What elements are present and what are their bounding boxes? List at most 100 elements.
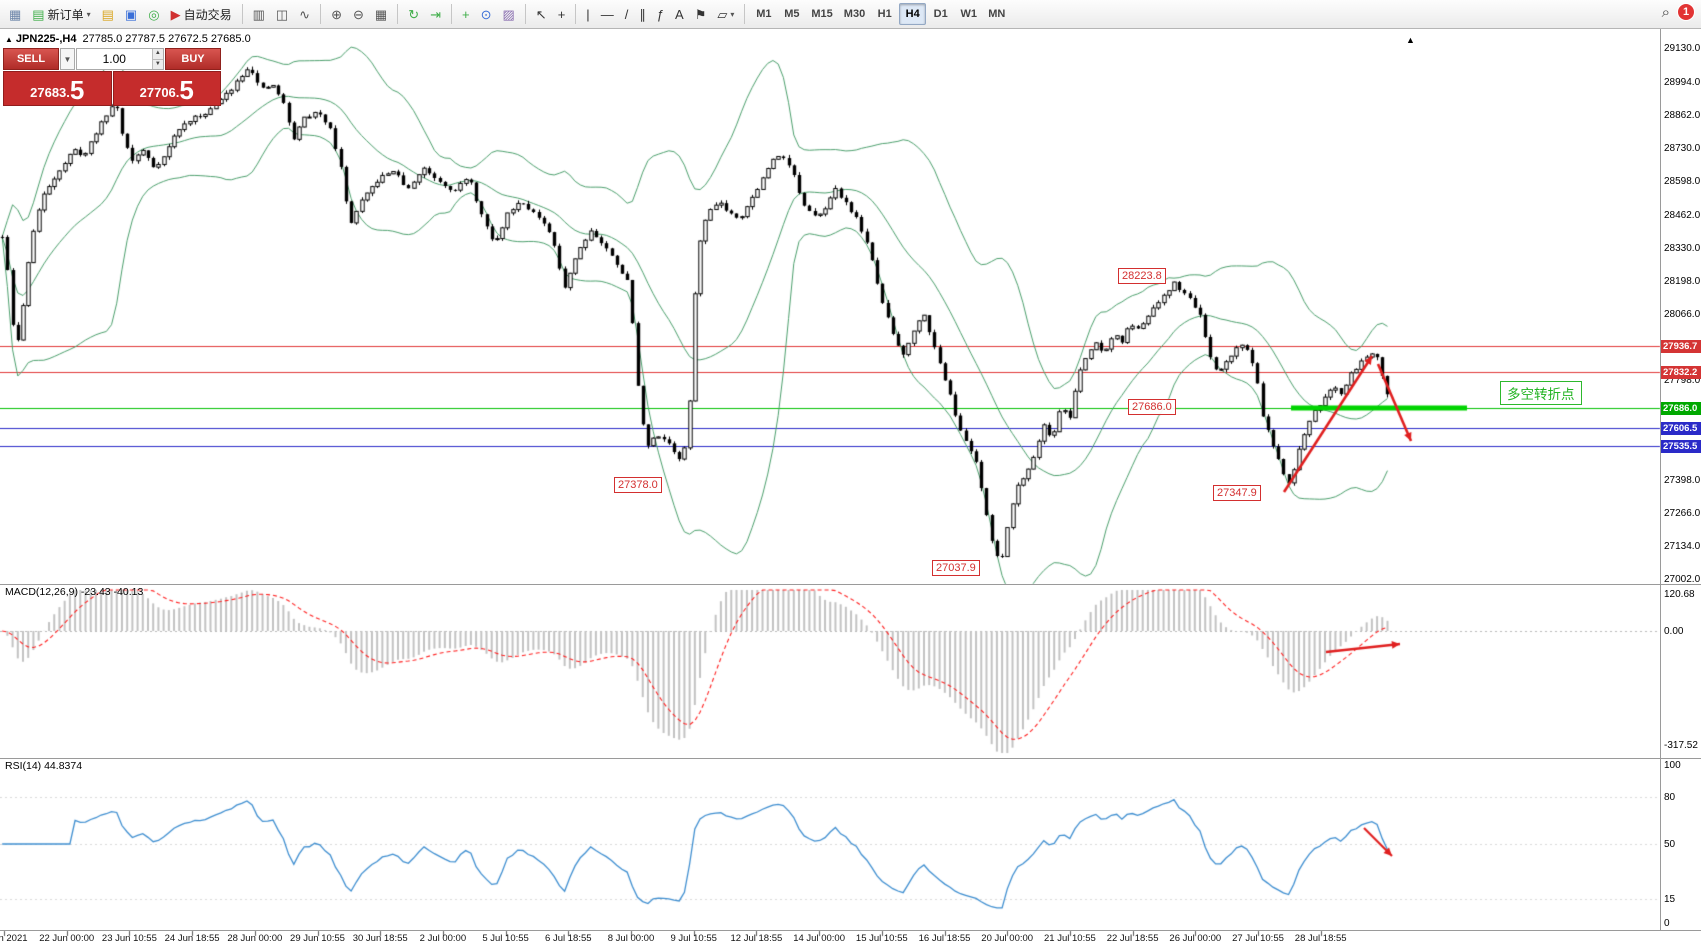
time-axis-label: 26 Jul 00:00: [1169, 933, 1222, 944]
chart-window-button[interactable]: ▦: [4, 2, 26, 26]
time-axis-divider: [0, 930, 1701, 931]
timeframe-w1[interactable]: W1: [955, 3, 982, 25]
time-axis-label: 30 Jun 18:55: [352, 933, 408, 944]
candlestick-chart-icon: ◫: [275, 6, 289, 22]
price-scale-label: 27266.0: [1664, 508, 1701, 519]
bar-chart-icon: ▥: [252, 6, 265, 22]
time-axis-label: 21 Jul 10:55: [1044, 933, 1096, 944]
candlestick-chart-button[interactable]: ◫: [271, 2, 293, 26]
time-axis-label: 2 Jul 00:00: [419, 933, 467, 944]
buy-button[interactable]: BUY: [165, 48, 221, 70]
fibonacci-button[interactable]: ƒ: [652, 2, 669, 26]
timeframe-mn[interactable]: MN: [983, 3, 1010, 25]
price-scale-label: 27134.0: [1664, 541, 1701, 552]
volume-stepper: ▲ ▼: [151, 49, 163, 69]
profiles-button[interactable]: ▤: [97, 2, 119, 26]
search-button[interactable]: ⌕: [1662, 4, 1670, 21]
shapes-icon: ▱: [717, 6, 728, 22]
tile-windows-button[interactable]: ▦: [370, 2, 392, 26]
market-watch-button[interactable]: ▣: [120, 2, 142, 26]
toolbar-separator: [241, 4, 243, 24]
chart-shift-marker[interactable]: ▲: [1406, 35, 1415, 45]
timeframe-h1[interactable]: H1: [871, 3, 898, 25]
sell-button[interactable]: SELL: [3, 48, 59, 70]
equidistant-channel-button[interactable]: ∥: [634, 2, 651, 26]
market-watch-icon: ▣: [124, 6, 138, 22]
time-axis-label: 28 Jul 18:55: [1294, 933, 1347, 944]
search-icon: ⌕: [1661, 3, 1670, 21]
line-chart-button[interactable]: ∿: [294, 2, 315, 26]
indicators-button[interactable]: +: [457, 2, 475, 26]
macd-panel-divider[interactable]: [0, 584, 1701, 585]
profiles-icon: ▤: [101, 6, 114, 22]
volume-input[interactable]: [77, 49, 152, 69]
arrows-button[interactable]: ⚑: [690, 2, 712, 26]
buy-price-main: 27706.: [139, 85, 180, 100]
time-axis-label: 16 Jul 18:55: [918, 933, 971, 944]
timeframe-d1[interactable]: D1: [927, 3, 954, 25]
toolbar-separator: [744, 4, 746, 24]
timeframe-m15[interactable]: M15: [806, 3, 837, 25]
macd-scale-label: 0.00: [1664, 626, 1684, 637]
symbol-header: ▲ JPN225-,H4 27785.0 27787.5 27672.5 27685…: [5, 33, 251, 45]
time-axis-label: 15 Jul 10:55: [855, 933, 908, 944]
periods-button[interactable]: ⊙: [476, 2, 497, 26]
price-level-badge: 27606.5: [1661, 422, 1701, 436]
new-order-button[interactable]: ▤ 新订单 ▾: [27, 2, 95, 26]
rsi-scale-label: 50: [1664, 839, 1676, 850]
volume-up-icon[interactable]: ▲: [152, 49, 163, 59]
autotrading-button[interactable]: ▶ 自动交易: [166, 2, 237, 26]
trendline-button[interactable]: /: [620, 2, 634, 26]
auto-scroll-button[interactable]: ↻: [403, 2, 424, 26]
time-axis-label: 29 Jun 10:55: [290, 933, 345, 944]
bar-chart-button[interactable]: ▥: [248, 2, 270, 26]
rsi-scale-label: 80: [1664, 792, 1676, 803]
toolbar-left: ▦ ▤ 新订单 ▾ ▤ ▣ ◎ ▶ 自动交易 ▥ ◫ ∿ ⊕ ⊖ ▦ ↻ ⇥ + ⊙ ▨ ↖ + | — / ∥ ƒ A ⚑ ▱ ▾: [4, 2, 749, 26]
horizontal-line-button[interactable]: —: [596, 2, 619, 26]
shapes-button[interactable]: ▱ ▾: [712, 2, 739, 26]
new-order-label: 新订单: [47, 7, 84, 22]
timeframe-m5[interactable]: M5: [778, 3, 805, 25]
trendline-icon: /: [624, 6, 629, 22]
notification-badge[interactable]: 1: [1677, 3, 1695, 21]
time-axis-label: 12 Jul 18:55: [730, 933, 783, 944]
zoom-out-icon: ⊖: [352, 6, 364, 22]
toolbar-separator: [397, 4, 399, 24]
text-button[interactable]: A: [670, 2, 689, 26]
rsi-scale-label: 15: [1664, 894, 1676, 905]
zoom-in-button[interactable]: ⊕: [326, 2, 347, 26]
main-toolbar: ▦ ▤ 新订单 ▾ ▤ ▣ ◎ ▶ 自动交易 ▥ ◫ ∿ ⊕ ⊖ ▦ ↻ ⇥ + ⊙ ▨ ↖ + | — / ∥ ƒ A ⚑ ▱ ▾ M1 M…: [0, 0, 1701, 29]
templates-button[interactable]: ▨: [498, 2, 520, 26]
time-axis-label: 20 Jul 00:00: [981, 933, 1034, 944]
price-scale-label: 27002.0: [1664, 574, 1701, 585]
data-window-button[interactable]: ◎: [143, 2, 164, 26]
order-type-dropdown[interactable]: ▼: [60, 48, 75, 70]
toolbar-separator: [524, 4, 526, 24]
time-axis-label: 28 Jun 00:00: [227, 933, 283, 944]
vertical-line-button[interactable]: |: [581, 2, 594, 26]
buy-price[interactable]: 27706. 5: [112, 71, 221, 106]
rsi-panel-divider[interactable]: [0, 758, 1701, 759]
timeframe-m30[interactable]: M30: [839, 3, 870, 25]
sell-price-pip: 5: [69, 75, 85, 105]
periods-icon: ⊙: [480, 6, 492, 22]
toolbar-right: ⌕ 1: [1662, 3, 1695, 21]
price-scale-label: 28198.0: [1664, 276, 1701, 287]
macd-scale-label: 120.68: [1664, 589, 1695, 600]
timeframe-h4[interactable]: H4: [899, 3, 927, 25]
zoom-out-button[interactable]: ⊖: [348, 2, 369, 26]
sell-price-main: 27683.: [30, 85, 70, 100]
cursor-button[interactable]: ↖: [531, 2, 552, 26]
text-icon: A: [675, 6, 684, 22]
volume-down-icon[interactable]: ▼: [152, 58, 163, 69]
collapse-panel-icon[interactable]: ▲: [5, 35, 13, 44]
tile-windows-icon: ▦: [374, 6, 388, 22]
sell-price[interactable]: 27683. 5: [3, 71, 112, 106]
auto-scroll-icon: ↻: [408, 6, 420, 22]
crosshair-button[interactable]: +: [553, 2, 571, 26]
chart-shift-button[interactable]: ⇥: [425, 2, 446, 26]
symbol-name: JPN225-,H4: [15, 33, 77, 45]
price-scale-label: 28994.0: [1664, 77, 1701, 88]
timeframe-m1[interactable]: M1: [750, 3, 777, 25]
